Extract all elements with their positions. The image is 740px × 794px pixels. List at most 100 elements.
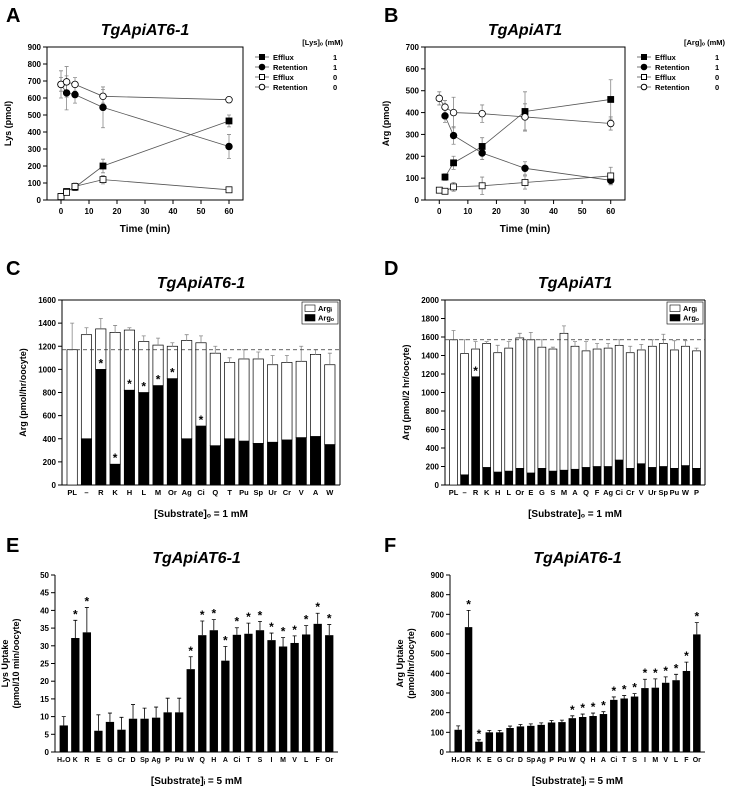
x-tick-label: V [639,488,644,497]
error-bar [508,725,513,729]
marker [71,90,79,99]
y-tick-label: 600 [426,426,440,435]
bar-segment [224,438,236,486]
x-tick-label: I [271,757,273,764]
significance-star: * [292,623,297,637]
y-tick-label: 0 [415,196,420,205]
marker [435,94,443,103]
error-bar [241,349,246,359]
x-tick-label: G [539,488,545,497]
y-tick-label: 400 [28,128,42,137]
error-bar [683,340,688,347]
significance-star: * [466,597,471,611]
bar-segment [659,343,668,467]
x-tick-label: T [227,488,232,497]
panel: F TgApiAT6-1 [Substrate]ᵢ = 5 mM Arg Uptake… [384,535,705,787]
bar [301,634,311,752]
x-tick-label: Ag [603,488,613,497]
legend-label: Retention [273,63,308,72]
chart-title: TgApiAT6-1 [157,275,246,292]
x-tick-label: Cr [283,488,291,497]
x-tick-label: H [591,757,596,764]
marker [521,113,529,121]
bar-segment [647,345,657,468]
bar-segment [310,436,322,486]
error-bar [632,693,637,697]
legend-label: Retention [655,63,690,72]
x-tick-label: Ci [197,488,205,497]
y-axis-label: (pmol/hr/oocyte) [406,628,416,699]
error-bar [487,729,492,733]
legend-label: Argᵢ [318,304,332,313]
error-bar [184,334,189,341]
y-tick-label: 0 [440,748,445,757]
x-tick-label: V [299,488,304,497]
error-bar [313,349,318,355]
error-bar [270,355,275,365]
error-bar [539,339,544,348]
bar [209,630,218,752]
y-tick-label: 40 [40,606,49,615]
bar-segment [537,468,547,486]
x-tick-label: M [652,757,658,764]
y-tick-label: 1000 [38,365,56,374]
x-tick-label: 40 [169,207,178,216]
bar-segment [625,352,635,469]
error-bar [617,339,622,346]
error-bar [518,724,523,727]
error-bar [234,627,239,635]
bar [516,726,525,752]
y-tick-label: 400 [43,435,57,444]
y-tick-label: 1600 [421,333,439,342]
significance-star: * [622,683,627,697]
bar-segment [152,385,164,486]
x-tick-label: 10 [463,207,472,216]
x-tick-label: L [674,757,679,764]
y-axis-label: Arg (pmol) [381,101,391,147]
x-tick-label: 30 [141,207,150,216]
bar-segment [570,345,580,470]
bar-segment [109,332,121,465]
y-axis-label: Lys (pmol) [3,101,13,146]
x-tick-label: I [644,757,646,764]
bar-segment [614,459,624,486]
x-tick-label: Ag [537,757,546,764]
bar [313,623,322,752]
error-bar [199,335,203,343]
legend-marker [641,74,647,80]
x-axis-label: [Substrate]ᵢ = 5 mM [532,776,623,787]
y-tick-label: 300 [28,145,42,154]
legend-label: Argᵢ [683,304,697,313]
x-tick-label: Pu [239,488,249,497]
x-tick-label: Pu [670,488,680,497]
chart-title: TgApiAT6-1 [101,22,190,39]
marker [441,187,449,195]
x-tick-label: Sp [659,488,669,497]
error-bar [611,696,616,700]
x-axis-label: [Substrate]ₒ = 1 mM [528,509,622,520]
x-tick-label: R [473,488,479,497]
significance-star: * [674,661,679,675]
bar-segment [195,425,207,486]
x-tick-label: M [280,757,286,764]
bar [610,699,618,752]
error-bar [165,697,170,713]
significance-star: * [98,356,103,370]
x-tick-label: K [476,757,481,764]
bar-segment [625,468,635,486]
series-line [60,120,230,197]
bar-segment [449,339,458,486]
x-tick-label: – [462,488,466,497]
x-tick-label: P [165,757,170,764]
x-tick-label: Or [168,488,177,497]
y-tick-label: 200 [431,709,445,718]
bar-segment [238,440,250,486]
bar-segment [267,364,279,443]
x-tick-label: T [246,757,251,764]
panel: E TgApiAT6-1 [Substrate]ᵢ = 5 mM Lys Uptake… [0,535,338,787]
x-tick-label: Or [325,757,333,764]
significance-star: * [315,600,320,614]
bar-segment [681,465,690,486]
error-bar [84,607,89,633]
